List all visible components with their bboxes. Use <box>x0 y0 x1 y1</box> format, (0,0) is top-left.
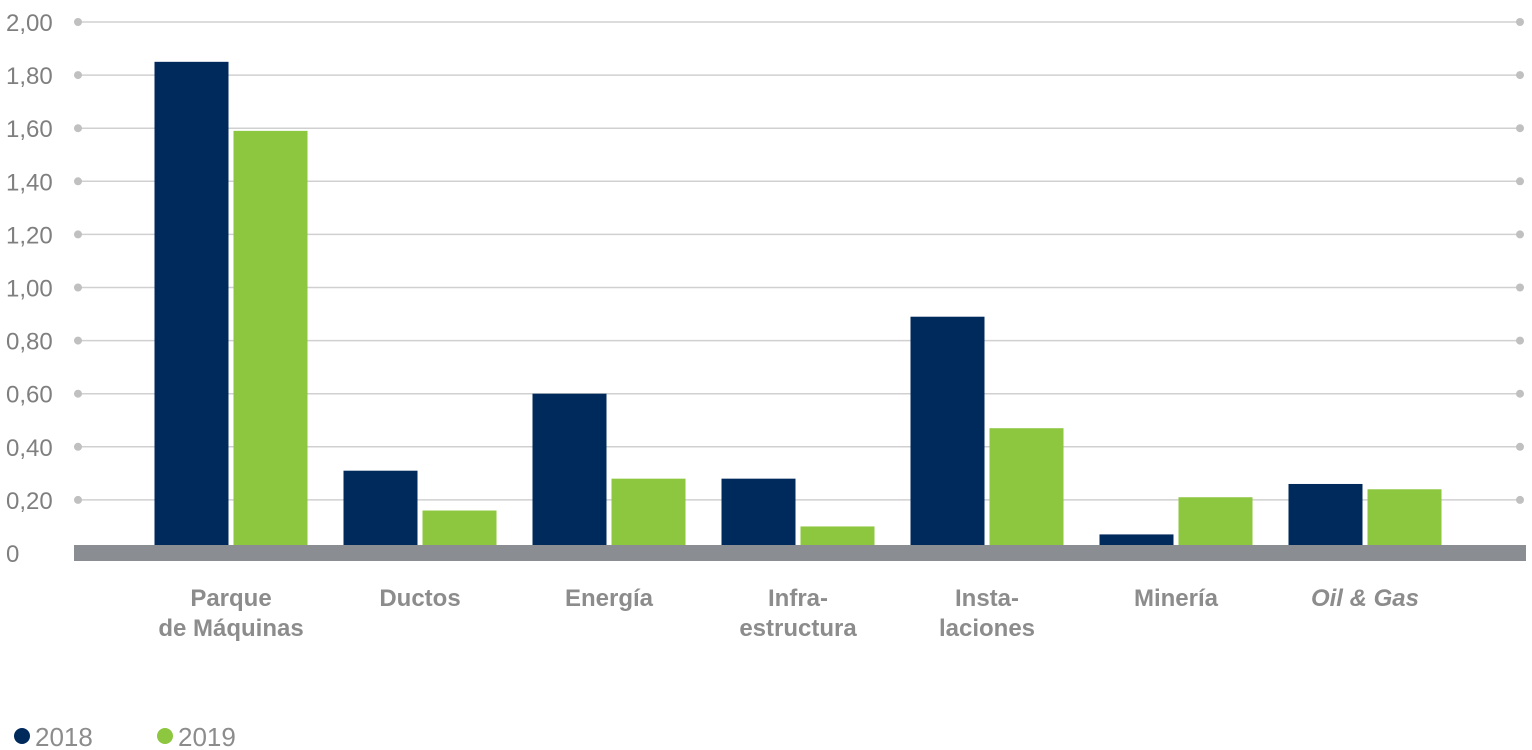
x-category-label: Oil & Gas <box>1311 585 1419 612</box>
x-category-label: Minería <box>1134 585 1219 612</box>
bar-2019 <box>611 478 686 545</box>
y-tick-label: 0,20 <box>6 488 53 515</box>
gridline-dot-right <box>1516 71 1524 80</box>
x-category-label: Energía <box>565 585 654 612</box>
x-category-label: Insta-laciones <box>939 585 1035 642</box>
gridline-dot-left <box>74 442 82 451</box>
y-tick-label: 0,60 <box>6 382 53 409</box>
gridline-dot-right <box>1516 389 1524 398</box>
y-tick-label: 0,40 <box>6 435 53 462</box>
y-tick-label: 1,60 <box>6 116 53 143</box>
x-category-label: Ductos <box>379 585 460 612</box>
y-tick-label: 1,20 <box>6 222 53 249</box>
gridline-dot-left <box>74 336 82 345</box>
bar-2018 <box>343 470 418 545</box>
bars <box>154 61 1442 546</box>
gridline-dot-left <box>74 230 82 239</box>
gridline-dot-left <box>74 177 82 186</box>
gridline-dot-right <box>1516 336 1524 345</box>
gridline-dot-right <box>1516 283 1524 292</box>
bar-2019 <box>1178 497 1253 545</box>
gridline-dot-left <box>74 283 82 292</box>
bar-2018 <box>1099 534 1174 545</box>
bar-2018 <box>721 478 796 545</box>
gridline-dot-right <box>1516 442 1524 451</box>
x-category-label: Parque de Máquinas <box>158 585 303 642</box>
y-tick-label: 0 <box>6 541 19 568</box>
y-tick-label: 2,00 <box>6 10 53 37</box>
gridline-dot-left <box>74 71 82 80</box>
legend-marker <box>14 728 30 744</box>
bar-2019 <box>233 130 308 546</box>
gridline-dot-right <box>1516 124 1524 133</box>
gridline-dot-right <box>1516 18 1524 26</box>
gridline-dot-right <box>1516 495 1524 504</box>
legend-item-2018: 2018 <box>14 722 93 750</box>
legend-item-2019: 2019 <box>157 722 236 750</box>
gridline-dot-left <box>74 389 82 398</box>
bar-2018 <box>1288 483 1363 545</box>
x-axis-baseline <box>74 545 1526 561</box>
x-category-label: Infra-estructura <box>739 585 857 642</box>
bar-2018 <box>532 393 607 545</box>
x-axis-category-labels: Parque de Máquinas Ductos Energía Infra-estr… <box>158 585 1419 642</box>
bar-2019 <box>800 526 875 545</box>
bar-2019 <box>1367 489 1442 545</box>
y-axis-tick-labels: 0 0,20 0,40 0,60 0,80 1,00 1,20 1,40 1,60 1,80 2,0… <box>6 10 53 568</box>
gridline-dot-right <box>1516 177 1524 186</box>
bar-2018 <box>910 316 985 545</box>
y-tick-label: 0,80 <box>6 329 53 356</box>
gridline-dot-right <box>1516 230 1524 239</box>
gridlines <box>74 18 1524 504</box>
bar-2018 <box>154 61 229 545</box>
bar-2019 <box>422 510 497 545</box>
y-tick-label: 1,40 <box>6 169 53 196</box>
legend: 2018 2019 <box>14 722 236 750</box>
gridline-dot-left <box>74 18 82 26</box>
y-tick-label: 1,00 <box>6 276 53 303</box>
y-tick-label: 1,80 <box>6 63 53 90</box>
legend-label: 2019 <box>178 722 236 750</box>
gridline-dot-left <box>74 495 82 504</box>
legend-label: 2018 <box>35 722 93 750</box>
gridline-dot-left <box>74 124 82 133</box>
legend-marker <box>157 728 173 744</box>
bar-2019 <box>989 428 1064 545</box>
